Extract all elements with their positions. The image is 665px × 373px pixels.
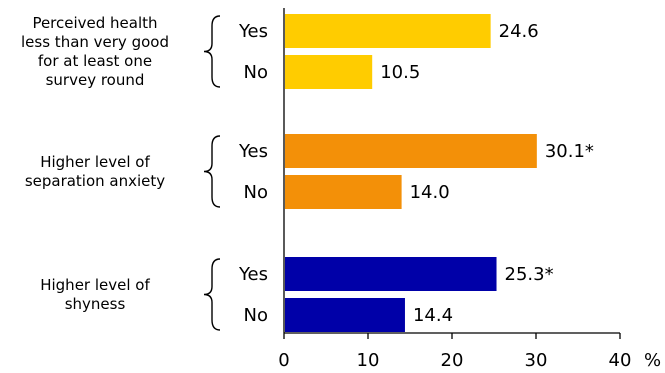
category-label: Yes	[238, 141, 268, 162]
group-label-line: survey round	[46, 71, 145, 89]
group-brace	[203, 135, 221, 208]
category-label: No	[244, 305, 268, 326]
x-tick-label: 30	[525, 350, 548, 371]
group-label-line: shyness	[65, 295, 126, 313]
bar	[285, 175, 402, 209]
bar	[285, 257, 497, 291]
group-brace	[203, 15, 221, 88]
data-label: 14.0	[410, 182, 450, 203]
data-label: 10.5	[380, 62, 420, 83]
x-tick-label: 40	[609, 350, 632, 371]
data-label: 24.6	[499, 21, 539, 42]
group-brace	[203, 258, 221, 331]
group-label-line: Higher level of	[40, 276, 150, 294]
x-unit-label: %	[644, 350, 661, 371]
bars: Yes 24.6 No 10.5 Yes 30.1* No 14.0 Yes 25.3* No 14.…	[238, 14, 594, 332]
data-label: 14.4	[413, 305, 453, 326]
group-label-line: Perceived health	[32, 14, 157, 32]
x-tick-label: 10	[357, 350, 380, 371]
group-label-line: separation anxiety	[25, 172, 165, 190]
data-label: 30.1*	[545, 141, 594, 162]
x-tick-label: 0	[278, 350, 289, 371]
data-label: 25.3*	[505, 264, 554, 285]
bar	[285, 134, 537, 168]
x-tick-label: 20	[441, 350, 464, 371]
category-label: Yes	[238, 21, 268, 42]
category-label: Yes	[238, 264, 268, 285]
bar	[285, 55, 373, 89]
x-ticks: 0 10 20 30 40	[278, 333, 631, 371]
category-label: No	[244, 182, 268, 203]
bar	[285, 298, 405, 332]
bar	[285, 14, 491, 48]
group-label-line: Higher level of	[40, 153, 150, 171]
group-label-line: less than very good	[21, 33, 169, 51]
category-label: No	[244, 62, 268, 83]
group-label-line: for at least one	[38, 52, 152, 70]
